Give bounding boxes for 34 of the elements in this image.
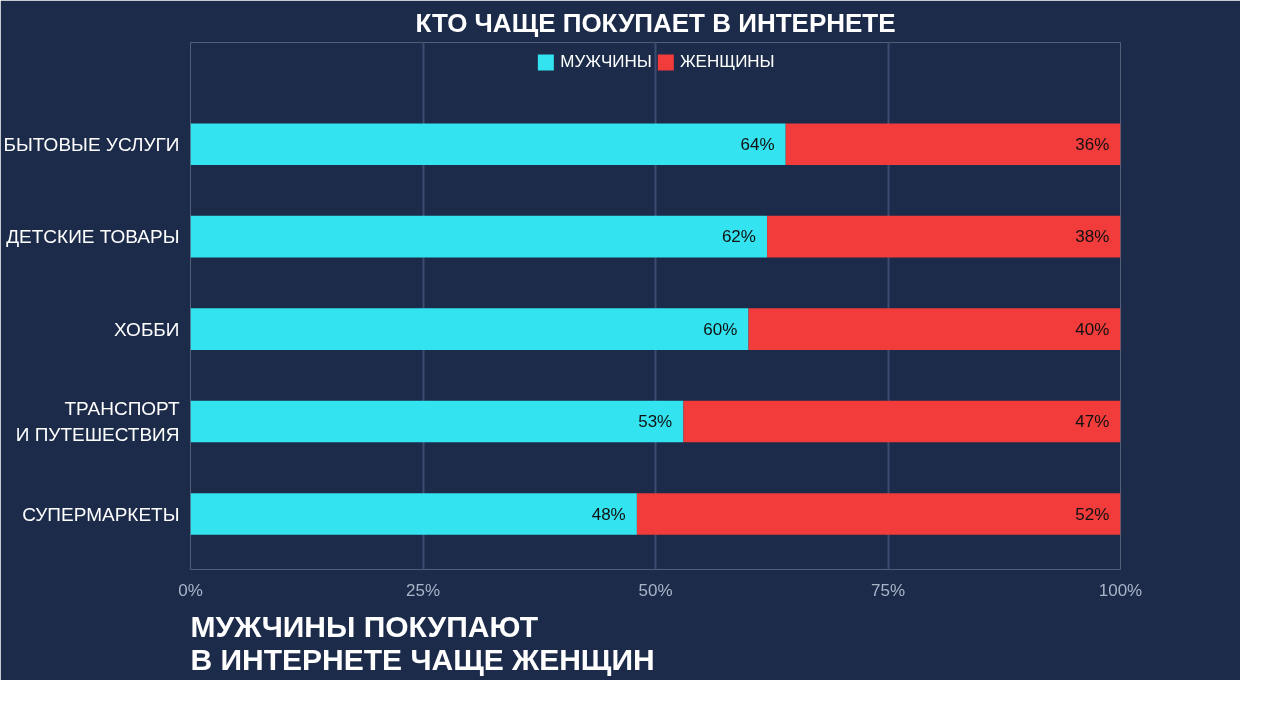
y-tick-label: ХОББИ [114, 318, 180, 340]
data-label: 48% [591, 504, 626, 524]
data-label: 52% [1075, 504, 1110, 524]
x-tick-label: 75% [870, 580, 906, 600]
y-tick-label: СУПЕРМАРКЕТЫ [22, 503, 180, 525]
bar [190, 123, 786, 165]
bar [190, 493, 637, 535]
data-label: 64% [740, 134, 775, 154]
bar [767, 215, 1121, 258]
data-label: 60% [703, 319, 738, 339]
data-label: 40% [1075, 319, 1110, 339]
y-tick-label: ДЕТСКИЕ ТОВАРЫ [6, 226, 180, 248]
data-label: 62% [721, 227, 756, 247]
bar [683, 400, 1121, 443]
data-label: 38% [1075, 227, 1110, 247]
text: МУЖЧИНЫ ПОКУПАЮТ В ИНТЕРНЕТЕ ЧАЩЕ ЖЕНЩИН [190, 609, 655, 676]
bar [190, 215, 768, 258]
bar [748, 308, 1121, 350]
x-tick-label: 0% [178, 580, 203, 600]
data-label: 47% [1075, 412, 1110, 432]
bar [190, 400, 684, 443]
legend-label: МУЖЧИНЫ [560, 52, 652, 72]
bar [190, 308, 749, 350]
bar [636, 493, 1121, 535]
data-label: 36% [1075, 134, 1110, 154]
y-tick-label: ТРАНСПОРТ И ПУТЕШЕСТВИЯ [15, 398, 180, 445]
y-tick-label: БЫТОВЫЕ УСЛУГИ [3, 133, 180, 155]
x-tick-label: 100% [1098, 580, 1143, 600]
x-tick-label: 50% [638, 580, 673, 600]
data-label: 53% [638, 412, 673, 432]
chart-title: КТО ЧАЩЕ ПОКУПАЕТ В ИНТЕРНЕТЕ [415, 7, 896, 38]
x-tick-label: 25% [405, 580, 441, 600]
legend-label: ЖЕНЩИНЫ [679, 52, 775, 72]
bar [785, 123, 1121, 165]
